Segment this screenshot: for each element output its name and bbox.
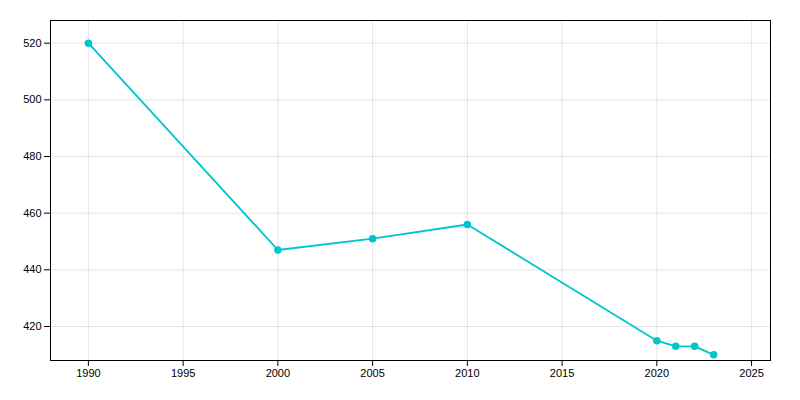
svg-text:2015: 2015 bbox=[550, 367, 574, 379]
svg-text:480: 480 bbox=[23, 150, 41, 162]
svg-text:420: 420 bbox=[23, 320, 41, 332]
svg-text:2000: 2000 bbox=[266, 367, 290, 379]
svg-text:2005: 2005 bbox=[360, 367, 384, 379]
svg-text:2020: 2020 bbox=[645, 367, 669, 379]
svg-text:1990: 1990 bbox=[76, 367, 100, 379]
svg-text:2010: 2010 bbox=[455, 367, 479, 379]
svg-text:440: 440 bbox=[23, 263, 41, 275]
svg-text:1995: 1995 bbox=[171, 367, 195, 379]
svg-text:460: 460 bbox=[23, 207, 41, 219]
svg-text:500: 500 bbox=[23, 93, 41, 105]
svg-text:2025: 2025 bbox=[739, 367, 763, 379]
svg-text:520: 520 bbox=[23, 37, 41, 49]
